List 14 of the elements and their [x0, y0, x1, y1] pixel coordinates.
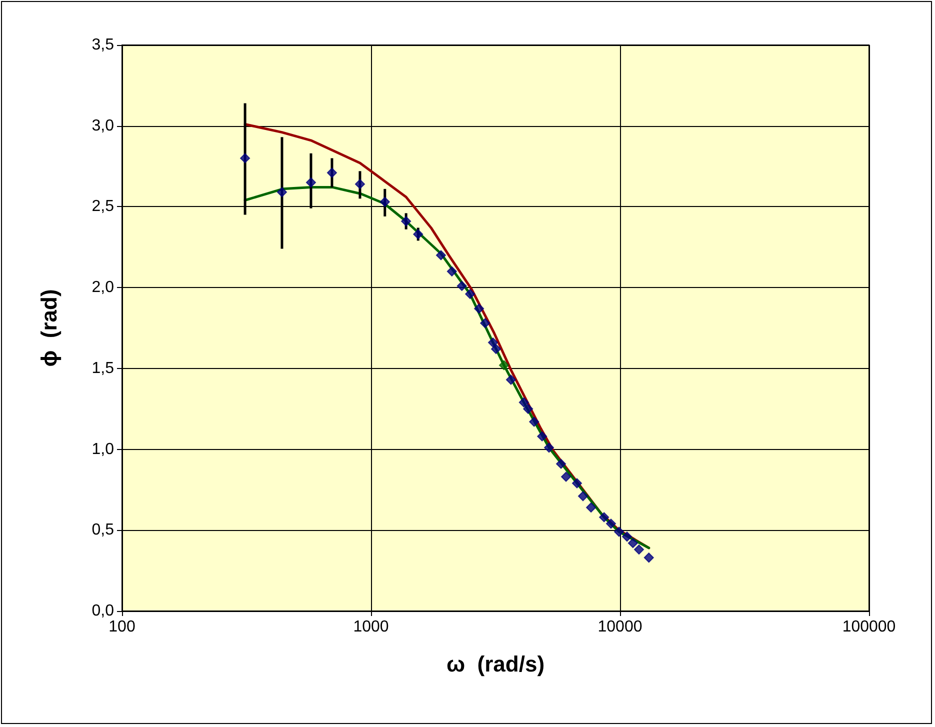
y-tick-label: 0,0	[92, 602, 114, 620]
y-tick-label: 1,0	[92, 440, 114, 458]
x-axis-title: ω (rad/s)	[446, 652, 545, 676]
x-tick-label: 10000	[598, 618, 642, 636]
y-tick-label: 1,5	[92, 360, 114, 377]
x-tick-label: 100	[108, 618, 136, 636]
y-axis-title: ϕ (rad)	[36, 289, 62, 367]
y-tick-label: 2,5	[92, 198, 114, 216]
y-tick-label: 0,5	[92, 522, 114, 539]
y-tick-label: 2,0	[92, 279, 114, 296]
x-tick-label: 100000	[842, 618, 896, 636]
x-tick-label: 1000	[353, 618, 389, 636]
y-tick-label: 3,0	[92, 117, 114, 134]
y-tick-label: 3,5	[92, 36, 114, 54]
